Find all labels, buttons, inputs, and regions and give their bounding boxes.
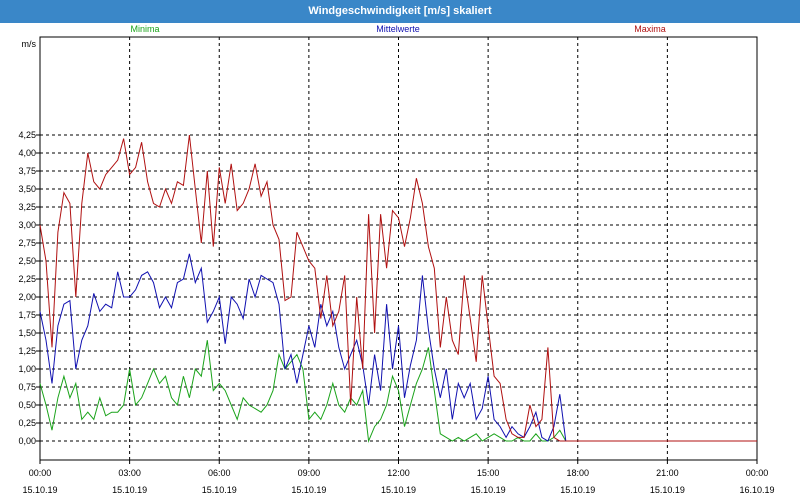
y-tick-label: 1,25 <box>18 346 36 356</box>
y-tick-label: 0,00 <box>18 436 36 446</box>
x-tick-date: 15.10.19 <box>291 485 326 495</box>
x-tick-date: 15.10.19 <box>381 485 416 495</box>
x-tick-date: 15.10.19 <box>560 485 595 495</box>
x-tick-time: 06:00 <box>208 468 231 478</box>
x-tick-time: 03:00 <box>118 468 141 478</box>
y-tick-label: 2,25 <box>18 274 36 284</box>
x-tick-time: 00:00 <box>746 468 769 478</box>
x-tick-date: 16.10.19 <box>739 485 774 495</box>
y-tick-label: 1,00 <box>18 364 36 374</box>
y-tick-label: 2,00 <box>18 292 36 302</box>
x-tick-date: 15.10.19 <box>471 485 506 495</box>
legend-mittelwerte: Mittelwerte <box>376 24 420 34</box>
x-tick-time: 15:00 <box>477 468 500 478</box>
series-maxima-line <box>39 134 757 442</box>
series-mittelwerte-line <box>39 253 757 442</box>
y-tick-label: 3,50 <box>18 184 36 194</box>
x-tick-time: 21:00 <box>656 468 679 478</box>
y-tick-label: 3,75 <box>18 166 36 176</box>
y-tick-label: 3,25 <box>18 202 36 212</box>
y-tick-label: 4,00 <box>18 148 36 158</box>
x-tick-date: 15.10.19 <box>22 485 57 495</box>
series-minima-line <box>39 340 757 443</box>
y-axis-unit: m/s <box>22 39 37 49</box>
chart-title: Windgeschwindigkeit [m/s] skaliert <box>0 0 800 23</box>
legend-maxima: Maxima <box>634 24 666 34</box>
x-tick-date: 15.10.19 <box>650 485 685 495</box>
y-tick-label: 2,75 <box>18 238 36 248</box>
y-tick-label: 0,75 <box>18 382 36 392</box>
y-tick-label: 2,50 <box>18 256 36 266</box>
y-tick-label: 1,75 <box>18 310 36 320</box>
y-tick-label: 1,50 <box>18 328 36 338</box>
y-tick-label: 0,25 <box>18 418 36 428</box>
x-tick-time: 09:00 <box>298 468 321 478</box>
x-tick-time: 12:00 <box>387 468 410 478</box>
x-tick-date: 15.10.19 <box>202 485 237 495</box>
x-tick-date: 15.10.19 <box>112 485 147 495</box>
x-tick-time: 00:00 <box>29 468 52 478</box>
legend-minima: Minima <box>130 24 159 34</box>
x-tick-time: 18:00 <box>566 468 589 478</box>
y-tick-label: 0,50 <box>18 400 36 410</box>
y-tick-label: 3,00 <box>18 220 36 230</box>
y-tick-label: 4,25 <box>18 130 36 140</box>
